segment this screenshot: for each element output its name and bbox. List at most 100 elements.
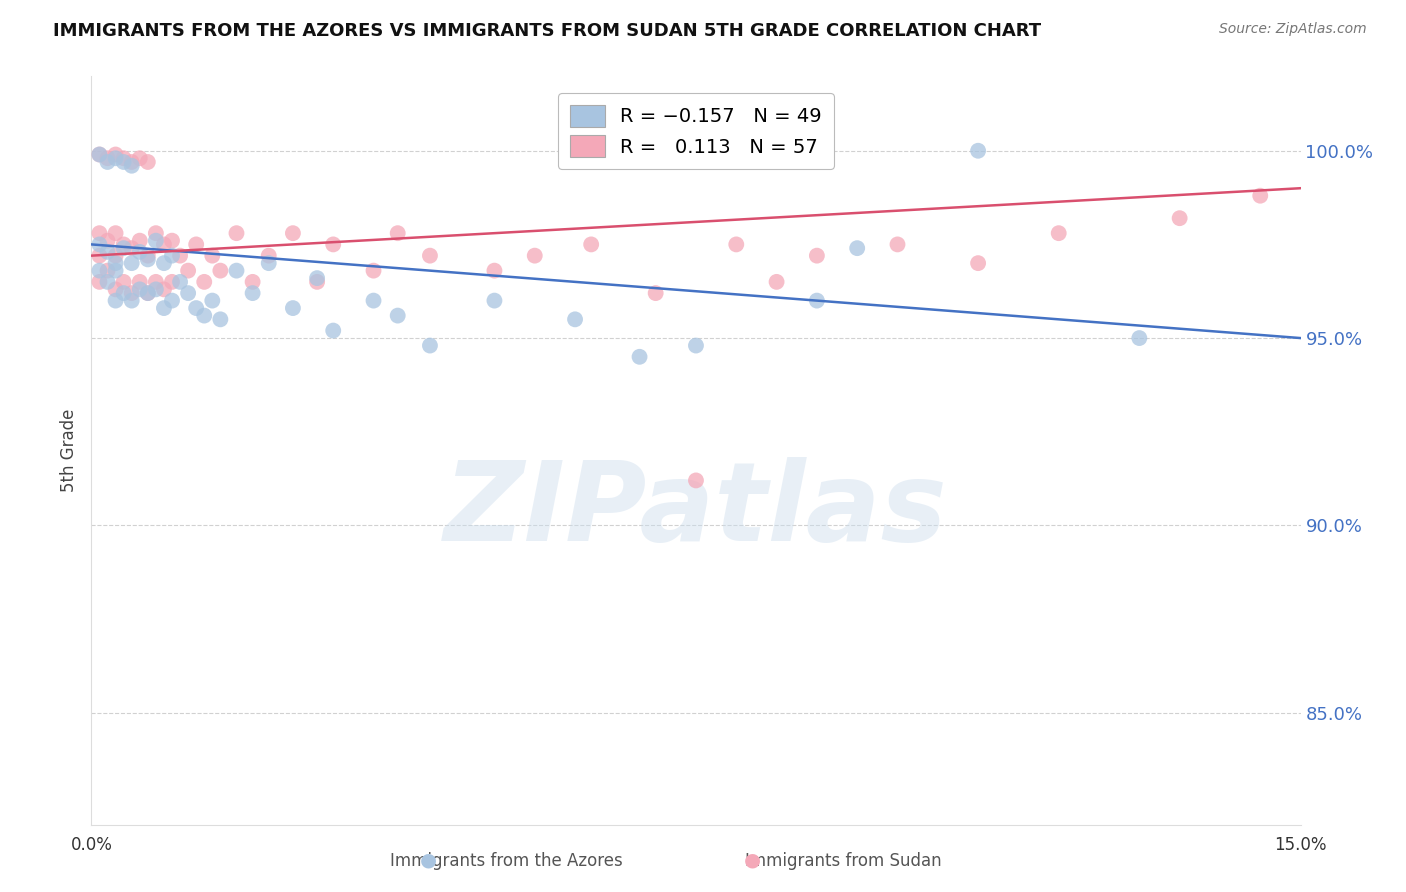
Point [128, 282, 150, 296]
Point [153, 256, 176, 270]
Point [846, 241, 869, 255]
Point [579, 237, 602, 252]
Point [96, 275, 118, 289]
Point [242, 275, 264, 289]
Point [967, 144, 990, 158]
Point [628, 350, 651, 364]
Text: 0.0%: 0.0% [70, 836, 112, 855]
Legend: R = −0.157   N = 49, R =   0.113   N = 57: R = −0.157 N = 49, R = 0.113 N = 57 [558, 93, 834, 169]
Point [484, 293, 506, 308]
Point [523, 249, 546, 263]
Point [363, 293, 385, 308]
Point [136, 286, 159, 301]
Point [104, 256, 127, 270]
Point [104, 293, 127, 308]
Point [209, 263, 232, 277]
Point [112, 151, 135, 165]
Point [177, 263, 200, 277]
Point [193, 275, 215, 289]
Point [153, 282, 176, 296]
Point [121, 159, 143, 173]
Point [136, 155, 159, 169]
Point [281, 226, 304, 240]
Point [387, 226, 409, 240]
Point [104, 282, 127, 296]
Point [685, 474, 707, 488]
Point [281, 301, 304, 315]
Point [201, 249, 224, 263]
Point [160, 293, 183, 308]
Point [89, 237, 111, 252]
Point [1249, 188, 1271, 202]
Point [160, 234, 183, 248]
Point [96, 234, 118, 248]
Point [1047, 226, 1070, 240]
Point [96, 244, 118, 259]
Point [242, 286, 264, 301]
Point [128, 234, 150, 248]
Point [136, 249, 159, 263]
Point [136, 286, 159, 301]
Point [121, 286, 143, 301]
Point [104, 226, 127, 240]
Point [257, 249, 280, 263]
Point [112, 237, 135, 252]
Point [1128, 331, 1150, 345]
Point [725, 237, 748, 252]
Point [121, 155, 143, 169]
Point [169, 275, 191, 289]
Point [765, 275, 787, 289]
Point [225, 226, 247, 240]
Point [145, 282, 167, 296]
Point [186, 301, 208, 315]
Point [685, 338, 707, 352]
Point [136, 252, 159, 267]
Point [145, 275, 167, 289]
Point [177, 286, 200, 301]
Point [419, 338, 441, 352]
Point [967, 256, 990, 270]
Point [209, 312, 232, 326]
Point [307, 271, 329, 285]
Point [322, 324, 344, 338]
Point [89, 147, 111, 161]
Point [89, 249, 111, 263]
Point [186, 237, 208, 252]
Text: IMMIGRANTS FROM THE AZORES VS IMMIGRANTS FROM SUDAN 5TH GRADE CORRELATION CHART: IMMIGRANTS FROM THE AZORES VS IMMIGRANTS… [53, 22, 1042, 40]
Point [225, 263, 247, 277]
Text: Source: ZipAtlas.com: Source: ZipAtlas.com [1219, 22, 1367, 37]
Point [387, 309, 409, 323]
Point [121, 256, 143, 270]
Point [160, 249, 183, 263]
Point [1168, 211, 1191, 226]
Point [160, 275, 183, 289]
Point [96, 263, 118, 277]
Point [145, 234, 167, 248]
Point [128, 244, 150, 259]
Point [121, 241, 143, 255]
Point [644, 286, 666, 301]
Point [104, 249, 127, 263]
Point [128, 275, 150, 289]
Text: Immigrants from the Azores: Immigrants from the Azores [389, 852, 623, 870]
Point [112, 155, 135, 169]
Point [201, 293, 224, 308]
Text: Immigrants from Sudan: Immigrants from Sudan [745, 852, 942, 870]
Point [169, 249, 191, 263]
Point [96, 155, 118, 169]
Point [145, 226, 167, 240]
Point [363, 263, 385, 277]
Point [104, 263, 127, 277]
Point [806, 293, 828, 308]
Point [806, 249, 828, 263]
Point [257, 256, 280, 270]
Point [89, 263, 111, 277]
Point [886, 237, 908, 252]
Point [121, 293, 143, 308]
Point [153, 301, 176, 315]
Y-axis label: 5th Grade: 5th Grade [60, 409, 79, 492]
Point [104, 147, 127, 161]
Point [564, 312, 586, 326]
Text: 15.0%: 15.0% [1274, 836, 1327, 855]
Point [104, 151, 127, 165]
